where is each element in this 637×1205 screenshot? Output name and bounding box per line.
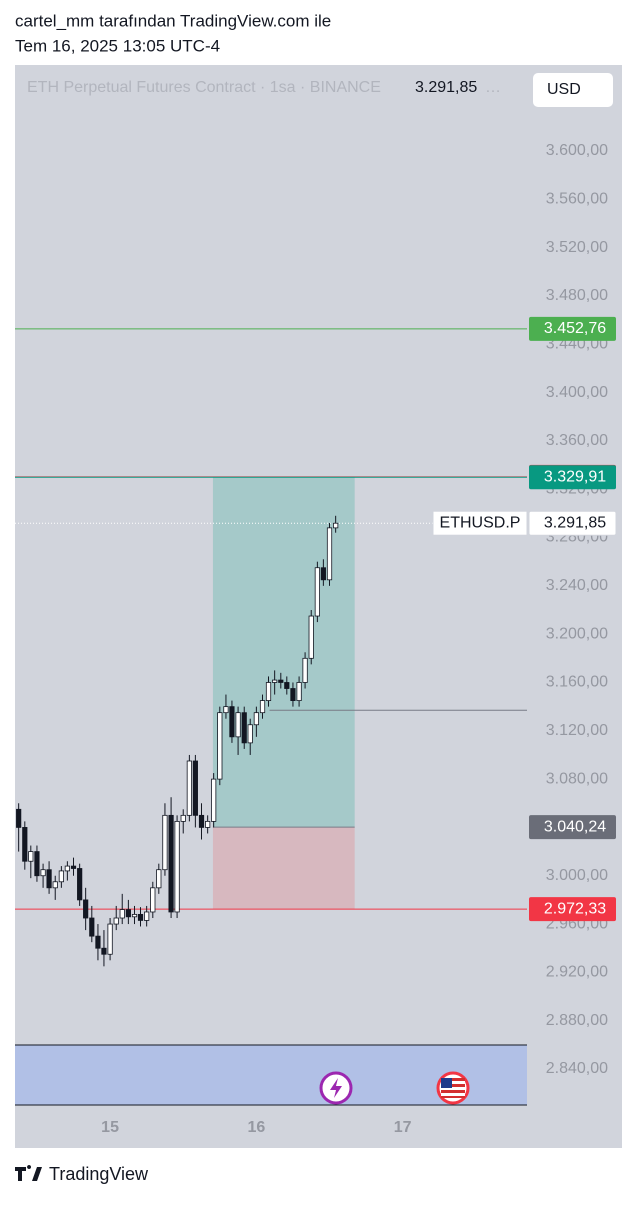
- price-label: 2.972,33: [544, 900, 606, 917]
- y-tick-label: 3.400,00: [546, 384, 608, 401]
- candle-body: [247, 724, 253, 744]
- candle-body: [198, 814, 205, 828]
- candle-body: [156, 869, 162, 889]
- candle-body: [241, 712, 247, 744]
- currency: USD: [547, 81, 581, 98]
- candle-body: [326, 527, 333, 581]
- candle-body: [272, 679, 278, 683]
- candle-body: [95, 935, 101, 949]
- candle-body: [296, 682, 302, 701]
- candle-body: [211, 778, 217, 822]
- lightning: [330, 1078, 342, 1098]
- y-tick-label: 3.520,00: [546, 239, 608, 256]
- price-label-box: [529, 465, 616, 490]
- candle-body: [40, 869, 46, 877]
- candle-body: [64, 865, 70, 872]
- candle-body: [46, 869, 52, 889]
- candle-body: [235, 712, 241, 738]
- candle-body: [229, 706, 235, 738]
- candle-body: [192, 760, 198, 816]
- candle-body: [150, 887, 156, 913]
- y-tick-label: 2.920,00: [546, 964, 608, 981]
- candle-body: [83, 899, 89, 919]
- candle-body: [333, 522, 339, 529]
- symbol: ETHUSD.P: [440, 514, 521, 531]
- candle-body: [186, 760, 192, 816]
- price-label: 3.291,85: [544, 514, 606, 531]
- candle-body: [168, 814, 174, 913]
- candle-body: [16, 808, 22, 828]
- candle-body: [28, 851, 34, 862]
- y-tick-label: 2.880,00: [546, 1012, 608, 1029]
- symbol-box: [432, 510, 528, 536]
- author: cartel_mm tarafından TradingView.com ile: [15, 11, 331, 30]
- ellipsis: …: [485, 79, 501, 96]
- candle-body: [70, 865, 77, 869]
- candle-body: [259, 700, 266, 714]
- candle-body: [180, 814, 186, 822]
- y-tick-label: 3.480,00: [546, 287, 608, 304]
- candle-body: [253, 712, 259, 726]
- price-label-box: [529, 815, 616, 840]
- price-label-box: [529, 316, 616, 341]
- candle-body: [144, 911, 150, 921]
- x-tick-label: 15: [101, 1119, 119, 1136]
- y-tick-label: 3.000,00: [546, 867, 608, 884]
- y-tick-label: 3.560,00: [546, 191, 608, 208]
- chart-title: ETH Perpetual Futures Contract · 1sa · B…: [27, 79, 381, 96]
- candle-body: [265, 682, 272, 701]
- y-tick-label: 3.200,00: [546, 625, 608, 642]
- y-tick-label: 3.360,00: [546, 432, 608, 449]
- candle-body: [131, 913, 138, 918]
- candle-body: [113, 917, 119, 925]
- plot: 3.600,003.560,003.520,003.480,003.440,00…: [15, 142, 617, 1136]
- brand: TradingView: [49, 1164, 149, 1184]
- currency-button[interactable]: [533, 73, 613, 107]
- price-label: 3.452,76: [544, 320, 606, 337]
- stop-zone: [212, 827, 355, 910]
- candle-body: [308, 615, 314, 659]
- price-label-box: [528, 510, 617, 536]
- candle-body: [52, 881, 58, 889]
- candle-body: [302, 657, 308, 683]
- flag: [441, 1078, 465, 1098]
- candle-body: [58, 870, 64, 883]
- candle-body: [77, 868, 83, 901]
- target-zone: [212, 477, 355, 828]
- candle-body: [314, 567, 320, 617]
- candle-body: [174, 820, 180, 913]
- candle-body: [89, 917, 95, 937]
- candle-body: [125, 909, 131, 918]
- y-tick-label: 3.160,00: [546, 674, 608, 691]
- y-tick-label: 3.240,00: [546, 577, 608, 594]
- price-label: 3.329,91: [544, 468, 606, 485]
- candle-body: [137, 913, 144, 921]
- candle-body: [162, 814, 168, 871]
- candle-body: [320, 567, 326, 581]
- candle-body: [284, 682, 290, 689]
- candle-body: [101, 947, 107, 955]
- y-tick-label: 3.080,00: [546, 770, 608, 787]
- candle-body: [119, 909, 125, 919]
- y-tick-label: 3.600,00: [546, 142, 608, 159]
- x-tick-label: 16: [247, 1119, 265, 1136]
- price-label: 3.040,24: [544, 818, 606, 835]
- timestamp: Tem 16, 2025 13:05 UTC-4: [15, 36, 220, 55]
- y-tick-label: 2.840,00: [546, 1060, 608, 1077]
- y-tick-label: 3.120,00: [546, 722, 608, 739]
- logo: [15, 1165, 42, 1181]
- price-label-box: [529, 897, 616, 922]
- candle-body: [107, 923, 113, 955]
- candle-body: [217, 712, 223, 780]
- candle-body: [290, 688, 296, 701]
- candle-body: [205, 820, 211, 828]
- candle-body: [223, 706, 229, 714]
- candle-body: [278, 679, 284, 683]
- candle-body: [22, 827, 28, 862]
- x-tick-label: 17: [394, 1119, 412, 1136]
- last-price-header: 3.291,85: [415, 79, 477, 96]
- candle-body: [34, 851, 40, 877]
